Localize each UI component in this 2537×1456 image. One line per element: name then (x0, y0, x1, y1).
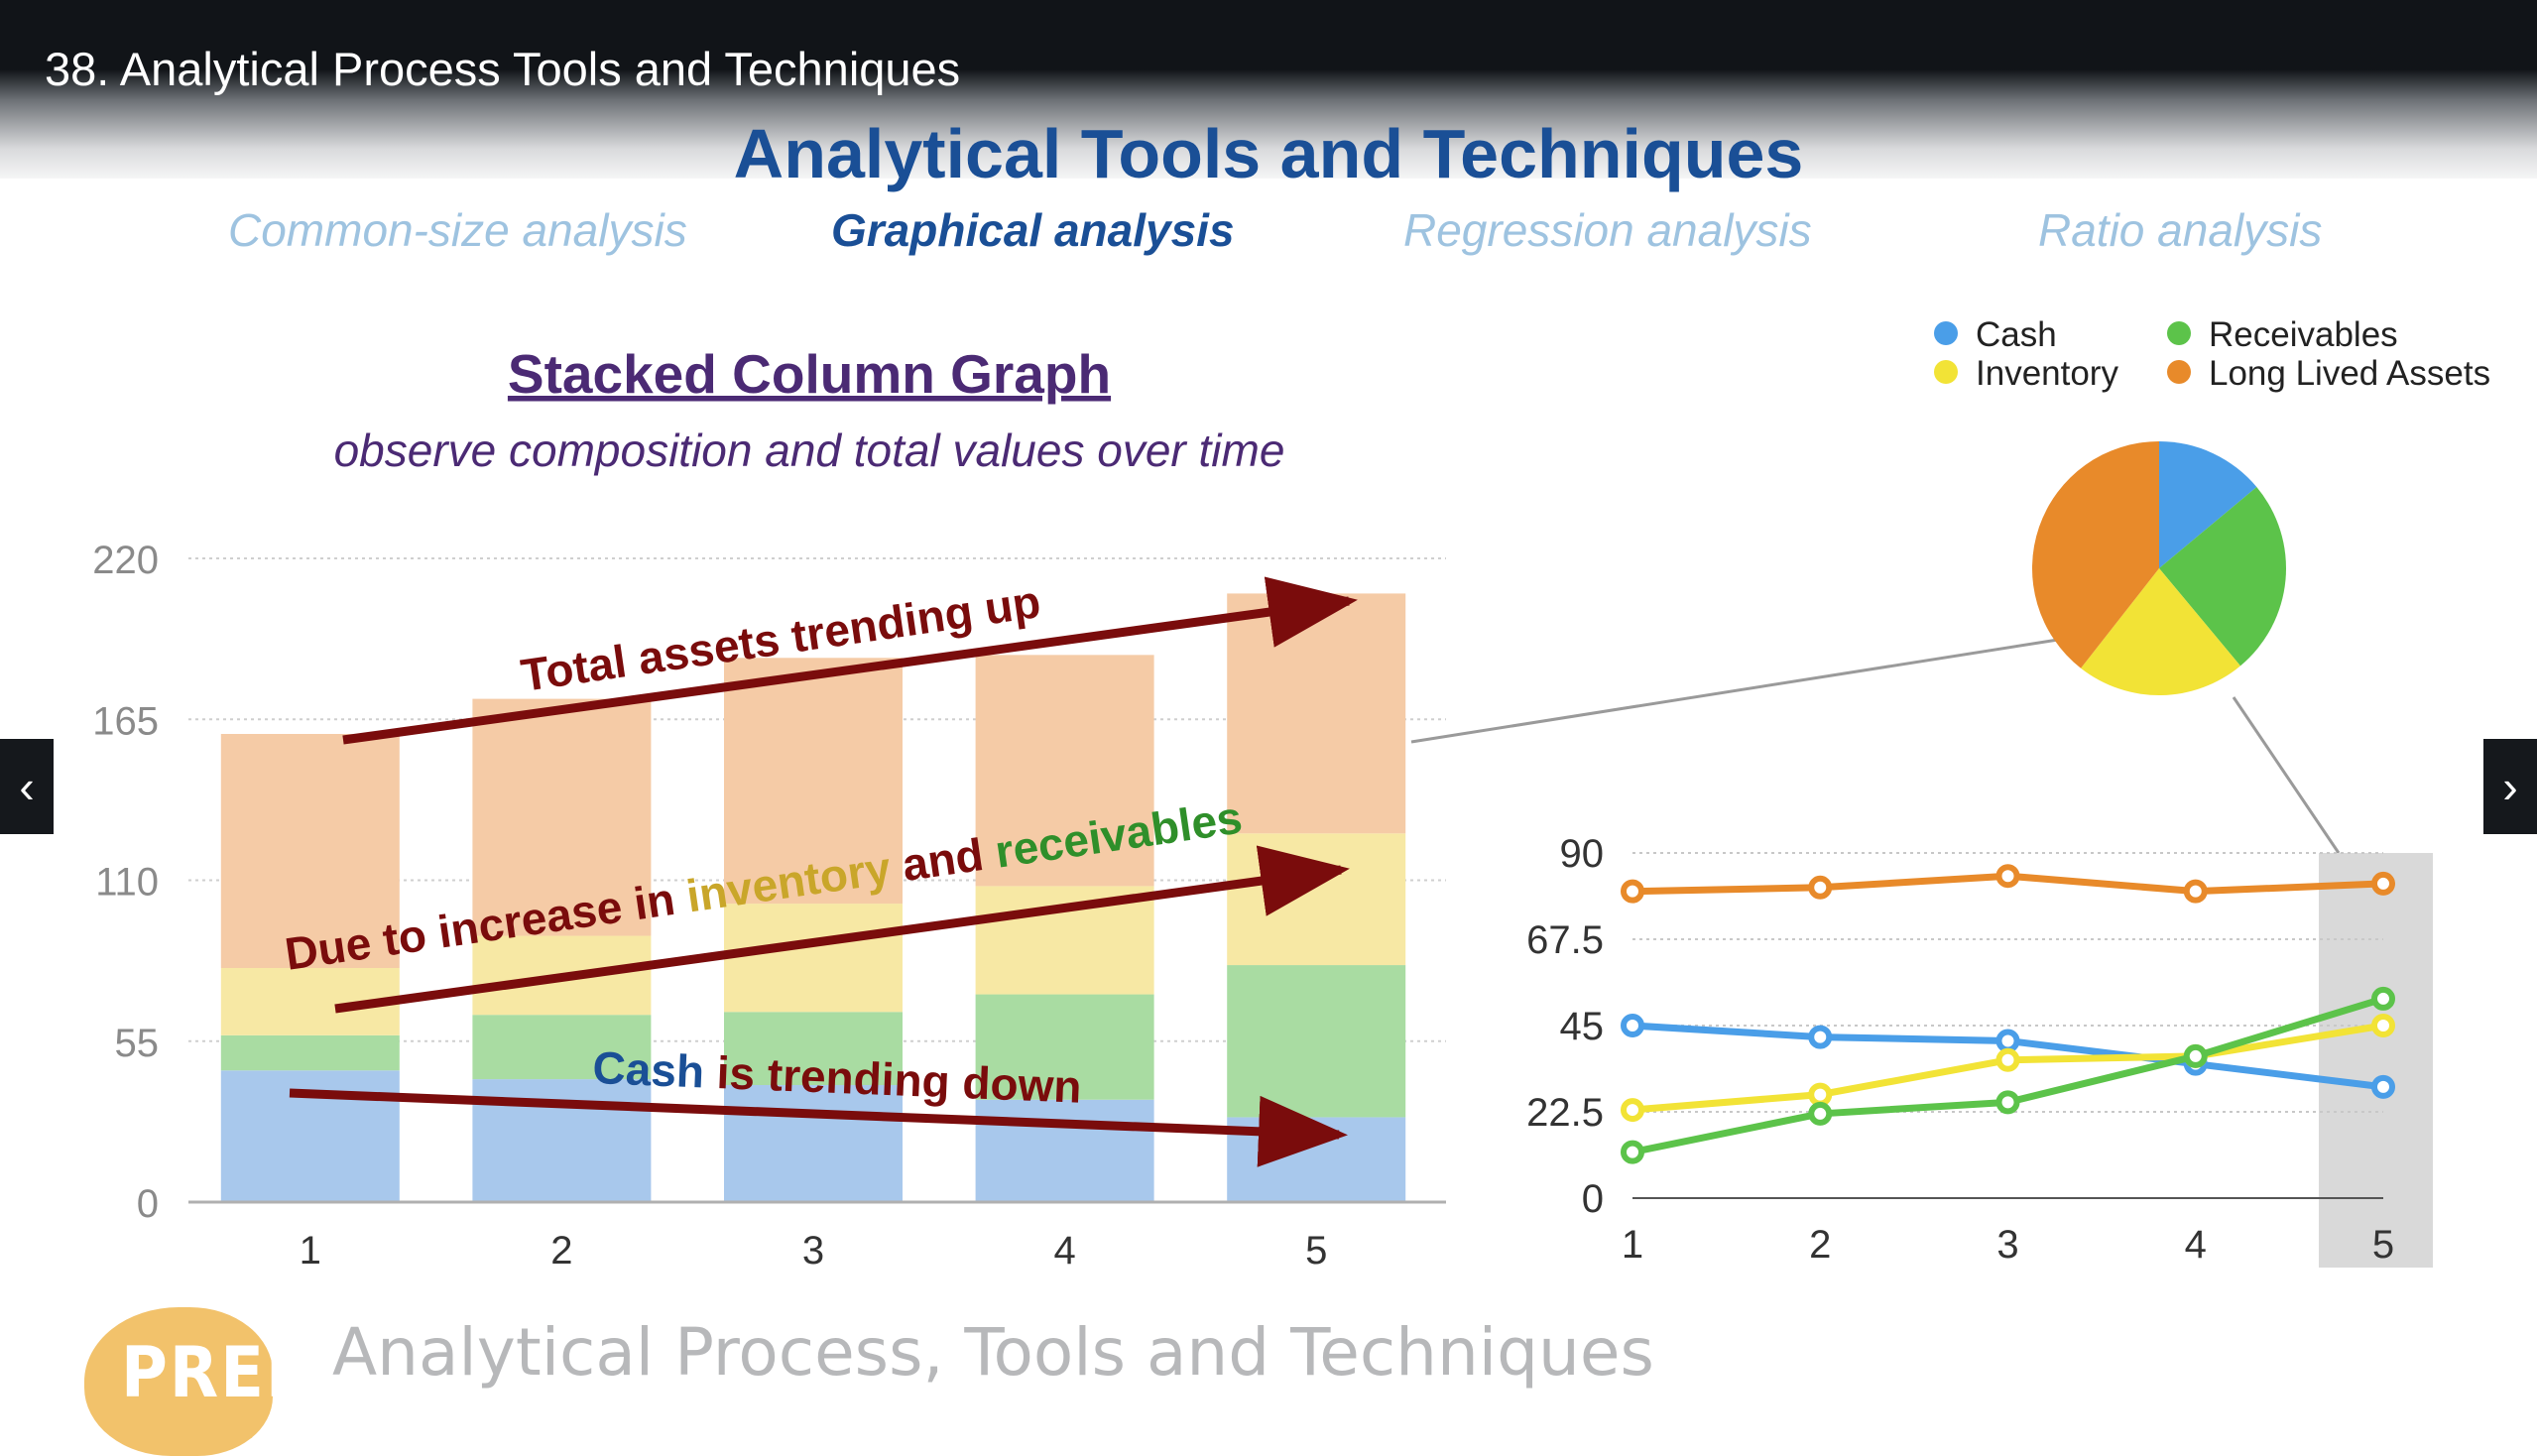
bar-segment (472, 1015, 652, 1080)
line-point (1621, 1014, 1644, 1037)
bar-y-tick-label: 0 (137, 1182, 159, 1226)
line-point (1621, 1140, 1644, 1164)
next-slide-button[interactable]: › (2483, 739, 2537, 834)
line-y-tick-label: 67.5 (1526, 918, 1604, 962)
video-title: 38. Analytical Process Tools and Techniq… (45, 43, 961, 95)
line-point (2183, 1043, 2208, 1068)
line-point (1995, 864, 2020, 889)
line-point (1995, 1029, 2020, 1053)
video-header (0, 0, 2537, 179)
charts-canvas: Stacked Column Graph observe composition… (92, 315, 2490, 1273)
pie-slice (2032, 441, 2159, 668)
legend-swatch (1934, 321, 1958, 345)
legend-label: Inventory (1976, 354, 2118, 393)
line-x-tick-label: 3 (1996, 1223, 2018, 1267)
line-y-tick-label: 90 (1560, 832, 1605, 876)
line-point (1808, 1082, 1833, 1107)
line-point (2371, 1074, 2395, 1099)
legend-label: Cash (1976, 315, 2057, 354)
footer-title: Analytical Process, Tools and Techniques (332, 1314, 1654, 1391)
pie-slice (2159, 487, 2286, 667)
line-point (2371, 986, 2395, 1011)
bar-x-tick-label: 1 (300, 1229, 321, 1273)
line-x-tick-label: 2 (1809, 1223, 1831, 1267)
bar-segment (975, 655, 1154, 887)
line-point (1808, 1025, 1833, 1049)
chevron-right-icon: › (2502, 761, 2518, 812)
bar-segment (724, 1012, 903, 1085)
bar-y-tick-label: 165 (92, 699, 159, 743)
line-x-tick-label: 1 (1622, 1223, 1643, 1267)
bar-segment (975, 1099, 1154, 1202)
bar-x-tick-label: 2 (550, 1229, 572, 1273)
line-point (2371, 871, 2395, 896)
legend-swatch (2167, 321, 2191, 345)
bar-chart-axes: 220 165 110 55 0 1 2 3 4 5 (92, 539, 1446, 1273)
line-point (1621, 879, 1644, 904)
line-y-tick-label: 45 (1560, 1005, 1605, 1048)
prep-logo-text: PREP (121, 1333, 314, 1414)
line-point (2371, 1014, 2395, 1037)
prev-slide-button[interactable]: ‹ (0, 739, 54, 834)
slide-title: Analytical Tools and Techniques (733, 115, 1804, 192)
bar-segment (1227, 593, 1406, 834)
line-point (1621, 1098, 1644, 1123)
line-y-tick-label: 22.5 (1526, 1091, 1604, 1135)
line-point (1995, 1090, 2020, 1115)
bar-segment (220, 734, 400, 968)
tab-graphical[interactable]: Graphical analysis (831, 204, 1235, 256)
legend-swatch (1934, 360, 1958, 384)
line-highlight-column (2319, 853, 2433, 1268)
chevron-left-icon: ‹ (19, 761, 35, 812)
bar-segment (724, 904, 903, 1013)
bar-y-tick-label: 110 (95, 861, 159, 905)
tab-common-size[interactable]: Common-size analysis (228, 204, 687, 256)
bar-y-tick-label: 220 (92, 539, 159, 582)
bar-x-tick-label: 5 (1305, 1229, 1327, 1273)
connector-line (2232, 696, 2341, 854)
line-y-tick-label: 0 (1582, 1177, 1604, 1221)
tab-ratio[interactable]: Ratio analysis (2038, 204, 2323, 256)
tab-regression[interactable]: Regression analysis (1403, 204, 1812, 256)
line-point (1995, 1047, 2020, 1072)
bar-segment (724, 658, 903, 905)
bar-chart-title: Stacked Column Graph (508, 343, 1111, 405)
bar-segment (220, 1034, 400, 1071)
bar-segment (975, 994, 1154, 1100)
bar-y-tick-label: 55 (115, 1022, 160, 1065)
annotation-part: Cash (592, 1041, 705, 1097)
legend-label: Long Lived Assets (2209, 354, 2490, 393)
legend-swatch (2167, 360, 2191, 384)
legend-label: Receivables (2209, 315, 2398, 354)
line-x-tick-label: 5 (2372, 1223, 2394, 1267)
bar-chart-subtitle: observe composition and total values ove… (334, 425, 1285, 476)
bar-x-tick-label: 4 (1053, 1229, 1075, 1273)
line-x-tick-label: 4 (2185, 1223, 2207, 1267)
line-point (1808, 1101, 1833, 1126)
bar-x-tick-label: 3 (802, 1229, 824, 1273)
bar-segment (1227, 833, 1406, 966)
pie-slice (2081, 568, 2240, 695)
bar-segment (1227, 965, 1406, 1118)
pie-slice (2159, 441, 2257, 568)
bar-segment (724, 1085, 903, 1202)
connector-line (1410, 638, 2059, 744)
line-point (1808, 875, 1833, 900)
bar-segment (472, 698, 652, 936)
pie-chart (2032, 441, 2286, 695)
line-point (2183, 879, 2208, 904)
